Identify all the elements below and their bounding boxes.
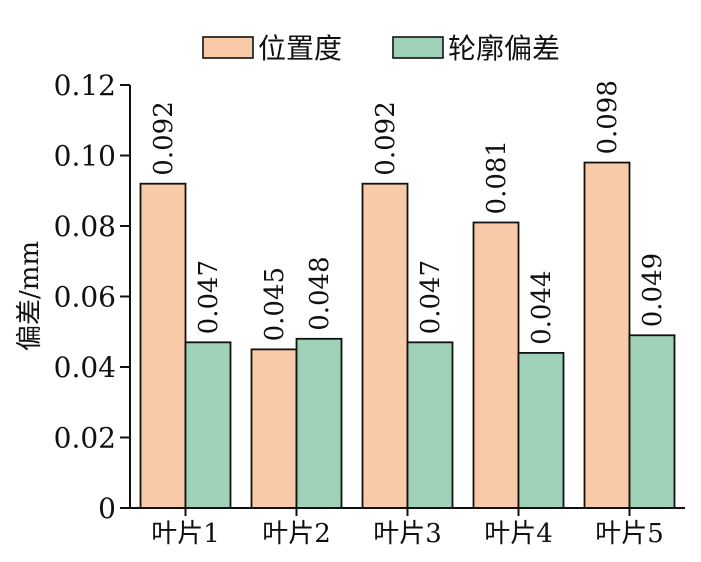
bar-position-5 (583, 161, 631, 509)
y-tick-label: 0.10 (54, 140, 116, 173)
data-label: 0.081 (482, 140, 512, 214)
axes-group: 0 0.02 0.04 0.06 0.08 0.10 0.12 叶片1 叶片2 叶片3 叶片4 叶片5 (54, 69, 685, 549)
bar-profile-2 (295, 337, 343, 509)
x-tick-label: 叶片3 (373, 519, 442, 549)
y-tick-label: 0.06 (54, 281, 116, 314)
y-tick-label: 0 (98, 492, 116, 525)
bar-profile-5 (628, 334, 676, 509)
data-label: 0.047 (416, 260, 446, 334)
data-label: 0.092 (371, 101, 401, 175)
data-label: 0.049 (638, 253, 668, 327)
bar-position-2 (250, 348, 298, 509)
bar-position-3 (361, 182, 409, 509)
bar-profile-3 (406, 341, 454, 509)
y-tick-label: 0.02 (54, 422, 116, 455)
legend: 位置度 轮廓偏差 (202, 32, 560, 65)
data-labels-group: 0.092 0.045 0.092 0.081 0.098 0.047 0.048 0.047… (149, 80, 668, 345)
y-tick-label: 0.08 (54, 210, 116, 243)
legend-label: 轮廓偏差 (448, 32, 560, 65)
bar-profile-1 (184, 341, 232, 509)
x-tick-label: 叶片2 (262, 519, 331, 549)
y-tick-label: 0.04 (54, 351, 116, 384)
data-label: 0.098 (593, 80, 623, 154)
legend-swatch (202, 36, 254, 59)
legend-swatch (392, 36, 444, 59)
data-label: 0.092 (149, 101, 179, 175)
x-tick-label: 叶片5 (595, 519, 664, 549)
bar-position-1 (139, 182, 187, 509)
y-axis-label-group: 偏差/mm (15, 241, 45, 351)
y-tick-label: 0.12 (54, 69, 116, 102)
x-tick-label: 叶片4 (484, 519, 553, 549)
bar-position-4 (472, 221, 520, 509)
bars-group (139, 161, 676, 509)
y-axis-title: 偏差/mm (15, 241, 45, 351)
legend-label: 位置度 (258, 32, 342, 65)
data-label: 0.045 (260, 267, 290, 341)
data-label: 0.044 (527, 270, 557, 344)
bar-profile-4 (517, 351, 565, 509)
data-label: 0.047 (194, 260, 224, 334)
x-tick-label: 叶片1 (151, 519, 220, 549)
data-label: 0.048 (305, 256, 335, 330)
